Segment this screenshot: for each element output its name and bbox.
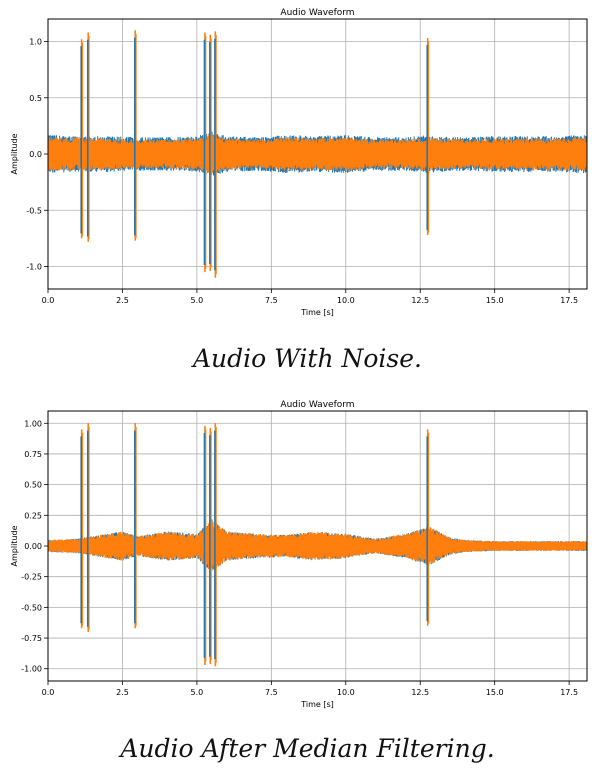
y-tick-label: -0.5 bbox=[26, 206, 42, 215]
y-tick-label: 1.0 bbox=[29, 38, 42, 47]
y-tick-label: 0.50 bbox=[24, 481, 42, 490]
y-tick-label: 0.25 bbox=[24, 511, 42, 520]
y-axis-label: Amplitude bbox=[10, 525, 19, 566]
x-axis-label: Time [s] bbox=[300, 308, 334, 317]
chart-title: Audio Waveform bbox=[280, 8, 354, 18]
waveform-chart-filtered: 0.0 2.5 5.0 7.5 10.0 12.5 15.0 17.5 -1.00 -0.75 -0… bbox=[10, 400, 588, 709]
y-axis-label: Amplitude bbox=[10, 133, 19, 174]
x-tick-label: 12.5 bbox=[411, 296, 429, 305]
x-tick-label: 17.5 bbox=[560, 296, 578, 305]
waveform-chart-noisy: 0.0 2.5 5.0 7.5 10.0 12.5 15.0 17.5 -1.0 -0.5 0.0 0… bbox=[10, 8, 588, 317]
y-tick-label: 0.0 bbox=[29, 150, 42, 159]
x-tick-label: 5.0 bbox=[191, 688, 204, 697]
x-tick-label: 2.5 bbox=[116, 296, 129, 305]
y-tick-label: -1.00 bbox=[21, 665, 42, 674]
y-tick-label: 0.75 bbox=[24, 450, 42, 459]
waveform-series-2 bbox=[47, 520, 588, 571]
x-tick-label: 10.0 bbox=[337, 296, 355, 305]
x-tick-label: 7.5 bbox=[265, 296, 278, 305]
x-tick-label: 10.0 bbox=[337, 688, 355, 697]
x-axis-label: Time [s] bbox=[300, 700, 334, 709]
x-tick-label: 0.0 bbox=[42, 296, 55, 305]
y-tick-label: 0.5 bbox=[29, 94, 42, 103]
caption-noisy: Audio With Noise. bbox=[193, 344, 422, 373]
grid bbox=[47, 411, 587, 681]
waveform-series-2 bbox=[47, 134, 588, 174]
y-tick-label: 0.00 bbox=[24, 542, 42, 551]
x-tick-label: 17.5 bbox=[560, 688, 578, 697]
x-tick-label: 12.5 bbox=[411, 688, 429, 697]
y-tick-label: -0.50 bbox=[21, 603, 42, 612]
y-tick-label: -0.75 bbox=[21, 634, 42, 643]
x-tick-label: 0.0 bbox=[42, 688, 55, 697]
x-tick-label: 15.0 bbox=[486, 688, 504, 697]
x-tick-label: 7.5 bbox=[265, 688, 278, 697]
caption-filtered: Audio After Median Filtering. bbox=[120, 734, 495, 763]
x-tick-label: 2.5 bbox=[116, 688, 129, 697]
x-tick-label: 5.0 bbox=[191, 296, 204, 305]
y-tick-label: -1.0 bbox=[26, 263, 42, 272]
y-tick-label: 1.00 bbox=[24, 419, 42, 428]
x-tick-label: 15.0 bbox=[486, 296, 504, 305]
y-tick-label: -0.25 bbox=[21, 573, 42, 582]
chart-title: Audio Waveform bbox=[280, 400, 354, 410]
